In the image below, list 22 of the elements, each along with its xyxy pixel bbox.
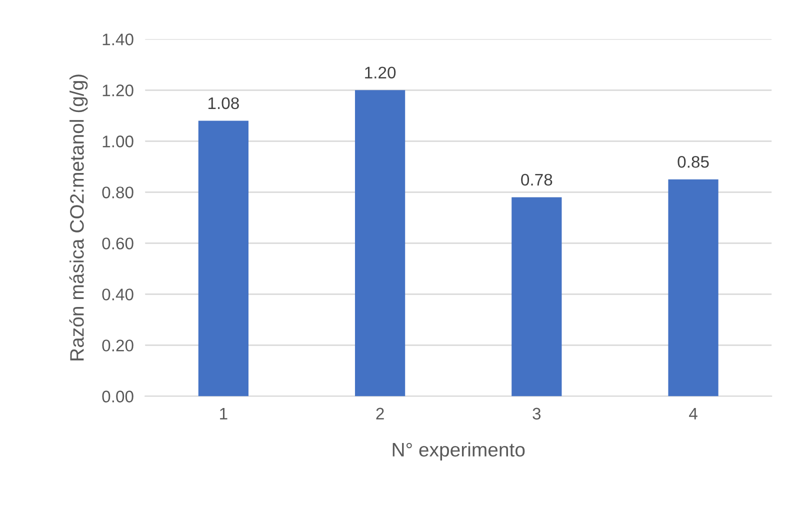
- y-tick-label: 0.80: [102, 186, 134, 198]
- x-axis-title: N° experimento: [392, 442, 525, 460]
- y-axis-title: Razón másica CO2:metanol (g/g): [69, 74, 88, 360]
- bar: [512, 197, 562, 396]
- y-tick-label: 0.40: [102, 288, 134, 300]
- bar: [354, 90, 406, 396]
- data-label: 0.85: [678, 156, 709, 168]
- y-tick-label: 0.20: [102, 340, 134, 352]
- data-label: 0.78: [521, 174, 552, 186]
- y-tick-label: 1.20: [102, 84, 134, 96]
- data-label: 1.20: [365, 66, 396, 79]
- x-tick-label: 2: [376, 408, 384, 420]
- y-tick-label: 0.00: [102, 390, 134, 402]
- y-tick-label: 1.00: [102, 136, 134, 148]
- y-tick-label: 1.40: [102, 34, 134, 46]
- data-label: 1.08: [208, 97, 239, 110]
- x-tick-label: 1: [220, 408, 228, 420]
- x-tick-label: 4: [689, 408, 698, 420]
- bar: [198, 120, 248, 396]
- x-tick-label: 3: [532, 408, 541, 420]
- bar: [668, 179, 718, 396]
- y-tick-label: 0.60: [102, 238, 134, 250]
